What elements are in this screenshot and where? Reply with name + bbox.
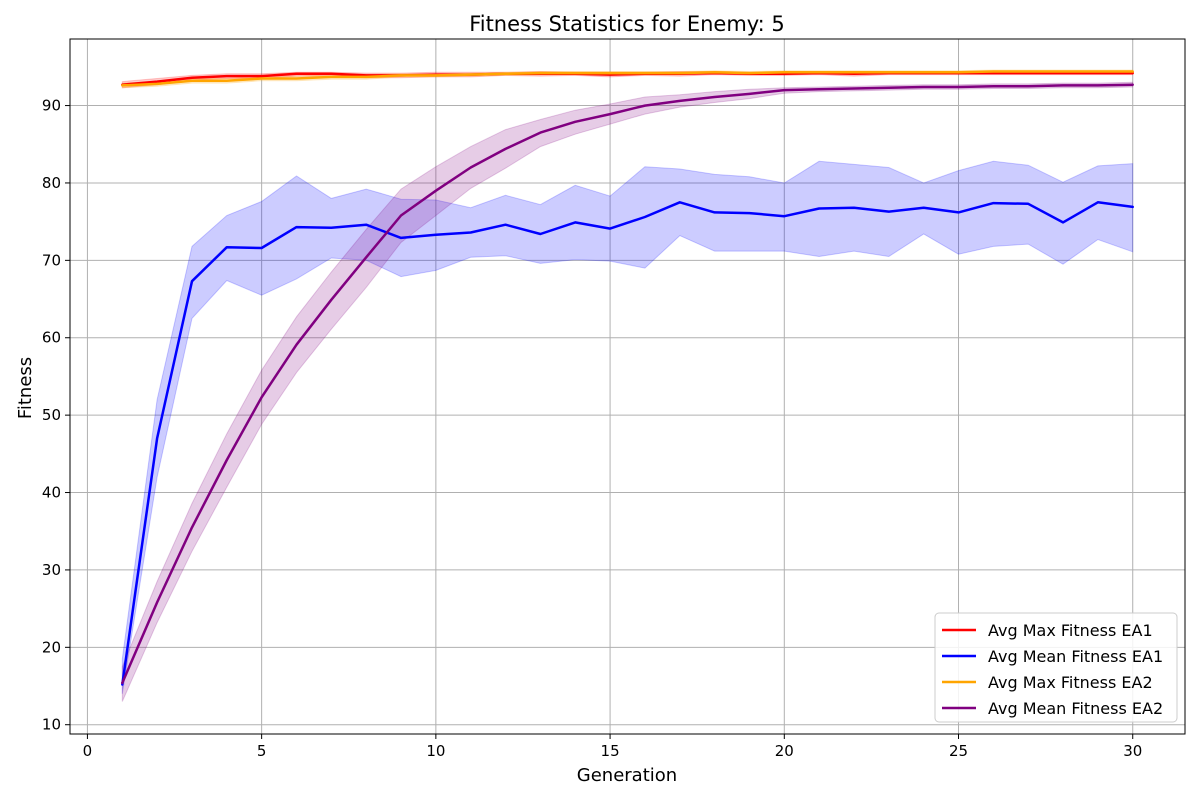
legend: Avg Max Fitness EA1 Avg Mean Fitness EA1 A… bbox=[934, 612, 1178, 723]
avg-mean-fitness-ea2-band bbox=[121, 81, 1134, 702]
chart-title: Fitness Statistics for Enemy: 5 bbox=[469, 12, 785, 36]
avg-mean-fitness-ea1-band bbox=[121, 160, 1134, 694]
x-tick-label: 15 bbox=[601, 742, 620, 760]
y-tick-label: 50 bbox=[42, 406, 61, 424]
x-tick-label: 25 bbox=[949, 742, 968, 760]
y-tick-label: 30 bbox=[42, 561, 61, 579]
y-tick-label: 70 bbox=[42, 251, 61, 269]
x-tick-label: 10 bbox=[426, 742, 445, 760]
y-tick-label: 80 bbox=[42, 174, 61, 192]
y-axis-title: Fitness bbox=[15, 357, 36, 419]
legend-label: Avg Mean Fitness EA2 bbox=[988, 699, 1163, 718]
legend-frame bbox=[934, 612, 1178, 723]
y-axis-ticks: 10 20 30 40 50 60 70 80 90 bbox=[42, 97, 70, 734]
legend-label: Avg Max Fitness EA2 bbox=[988, 673, 1153, 692]
avg-max-fitness-ea2-line bbox=[121, 70, 1134, 87]
x-tick-label: 30 bbox=[1123, 742, 1142, 760]
y-tick-label: 10 bbox=[42, 716, 61, 734]
gridlines bbox=[70, 39, 1185, 734]
y-tick-label: 40 bbox=[42, 484, 61, 502]
legend-label: Avg Mean Fitness EA1 bbox=[988, 647, 1163, 666]
y-tick-label: 60 bbox=[42, 329, 61, 347]
series-lines bbox=[121, 70, 1134, 686]
plot-frame bbox=[69, 38, 1186, 735]
x-axis-title: Generation bbox=[577, 765, 677, 786]
x-axis-ticks: 0 5 10 15 20 25 30 bbox=[83, 734, 1142, 760]
avg-mean-fitness-ea2-line bbox=[121, 83, 1134, 685]
x-tick-label: 0 bbox=[83, 742, 93, 760]
avg-mean-fitness-ea1-line bbox=[121, 201, 1134, 686]
x-tick-label: 5 bbox=[257, 742, 267, 760]
y-tick-label: 90 bbox=[42, 97, 61, 115]
x-tick-label: 20 bbox=[775, 742, 794, 760]
legend-label: Avg Max Fitness EA1 bbox=[988, 621, 1153, 640]
y-tick-label: 20 bbox=[42, 638, 61, 656]
